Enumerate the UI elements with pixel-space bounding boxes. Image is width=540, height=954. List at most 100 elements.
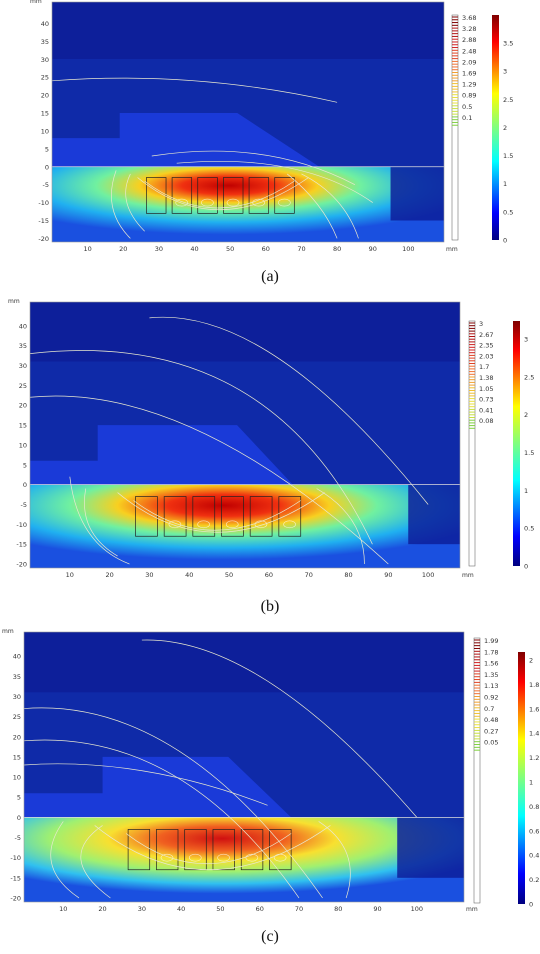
y-tick-label: 25	[13, 713, 21, 721]
coil-outline	[274, 177, 295, 214]
x-tick-label: 50	[216, 905, 224, 913]
eddy-contour	[283, 520, 296, 529]
coil-outline	[156, 829, 179, 871]
eddy-contour	[168, 520, 182, 529]
colorbar-label: 1.4	[529, 730, 539, 738]
colorbar-label: 0.2	[529, 876, 539, 884]
contour-line	[286, 173, 338, 239]
x-tick-label: 90	[373, 905, 381, 913]
y-tick-label: 15	[19, 422, 27, 430]
plot-a: 10 20 30 40 50 60 70 80 90 100 mm4035302520151050-…	[30, 0, 513, 253]
colorbar-label: 2	[503, 124, 507, 132]
colorbar-label: 3	[503, 68, 507, 76]
eddy-contour	[225, 520, 239, 529]
plot-b: 10 20 30 40 50 60 70 80 90 100 mm4035302520151050-…	[8, 298, 534, 579]
coil-outline	[146, 177, 167, 214]
x-tick-label: 90	[384, 571, 392, 579]
eddy-contour	[175, 198, 189, 207]
eddy-contour	[160, 853, 174, 862]
plot-frame	[23, 631, 465, 903]
contour-line	[50, 821, 80, 899]
y-tick-label: -10	[16, 521, 27, 529]
x-tick-label: 30	[145, 571, 153, 579]
colorbar-label: 0.5	[524, 525, 534, 533]
contour-line	[111, 170, 131, 239]
y-tick-label: -10	[10, 854, 21, 862]
eddy-contour	[188, 853, 202, 862]
x-tick-label: 10	[59, 905, 67, 913]
contour-line	[80, 825, 111, 899]
contour-legend-label: 0.7	[484, 705, 494, 713]
x-tick-label: 50	[225, 571, 233, 579]
y-tick-label: 20	[13, 733, 21, 741]
colorbar-label: 0.4	[529, 852, 539, 860]
coil-outline	[192, 496, 216, 537]
panel-c: 10 20 30 40 50 60 70 80 90 100 mm 40 35 30 25 20 15 10 5 0-…	[0, 628, 540, 954]
colorbar-label: 2.5	[524, 373, 534, 381]
y-tick-label: 15	[13, 753, 21, 761]
contour-legend-label: 1.7	[479, 363, 489, 371]
coil-outline	[163, 496, 187, 537]
coil-outline	[240, 829, 264, 871]
contour-legend-label: 2.48	[462, 47, 476, 55]
contour-line	[125, 173, 145, 232]
colorbar-label: 1.5	[524, 449, 534, 457]
coil-outline	[269, 829, 292, 871]
x-tick-label: 100	[402, 245, 414, 253]
contour-legend-label: 2.09	[462, 58, 476, 66]
colorbar-label: 2.5	[503, 96, 513, 104]
eddy-contour	[201, 198, 214, 207]
x-tick-label: 20	[119, 245, 127, 253]
contour-line	[141, 639, 418, 818]
contour-line	[94, 825, 331, 870]
contour-line	[125, 833, 292, 865]
contour-line	[30, 395, 389, 565]
x-tick-label: 50	[226, 245, 234, 253]
contour-legend-label: 2.88	[462, 36, 476, 44]
x-tick-label: 90	[369, 245, 377, 253]
colorbar	[518, 652, 525, 904]
contour-legend-label: 0.1	[462, 114, 472, 122]
contour-legend-label: 0.27	[484, 727, 498, 735]
y-tick-label: 0	[45, 163, 49, 171]
colorbar-label: 1.8	[529, 681, 539, 689]
x-tick-label: 20	[105, 571, 113, 579]
coil-outline	[249, 496, 273, 537]
eddy-contour	[197, 520, 210, 529]
y-tick-label: -20	[10, 894, 21, 902]
core-block	[397, 817, 464, 878]
eddy-contour	[278, 198, 291, 207]
colorbar-label: 3.5	[503, 40, 513, 48]
eddy-contour	[254, 520, 268, 529]
colorbar-label: 3	[524, 336, 528, 344]
x-unit-label: mm	[462, 572, 474, 579]
mid-region	[30, 361, 460, 485]
contour-legend-label: 1.05	[479, 385, 493, 393]
contour-legend-label: 0.89	[462, 92, 476, 100]
contour-legend-bar	[473, 637, 481, 904]
y-tick-label: 35	[13, 673, 21, 681]
contour-legend-label: 3.28	[462, 25, 476, 33]
coil-outline	[278, 496, 302, 537]
coil-outline	[171, 177, 193, 214]
contour-legend-label: 3	[479, 320, 483, 328]
y-tick-label: -20	[38, 235, 49, 243]
x-tick-label: 80	[333, 245, 341, 253]
contour-line	[144, 180, 295, 209]
contour-legend-bar	[468, 320, 476, 567]
contour-line	[24, 707, 323, 899]
colorbar-label: 1	[524, 487, 528, 495]
contour-legend-label: 1.29	[462, 81, 476, 89]
colorbar-label: 1.2	[529, 754, 539, 762]
contour-line	[84, 488, 118, 557]
y-tick-label: 0	[17, 814, 21, 822]
coil-outline	[127, 829, 151, 871]
contour-legend-label: 2.03	[479, 352, 493, 360]
eddy-contour	[245, 853, 259, 862]
colorbar-label: 2	[529, 657, 533, 665]
colorbar-label: 1.6	[529, 705, 539, 713]
y-tick-label: 15	[41, 110, 49, 118]
y-tick-label: -5	[15, 834, 21, 842]
colorbar-label: 0	[524, 563, 528, 571]
contour-line	[52, 77, 338, 103]
